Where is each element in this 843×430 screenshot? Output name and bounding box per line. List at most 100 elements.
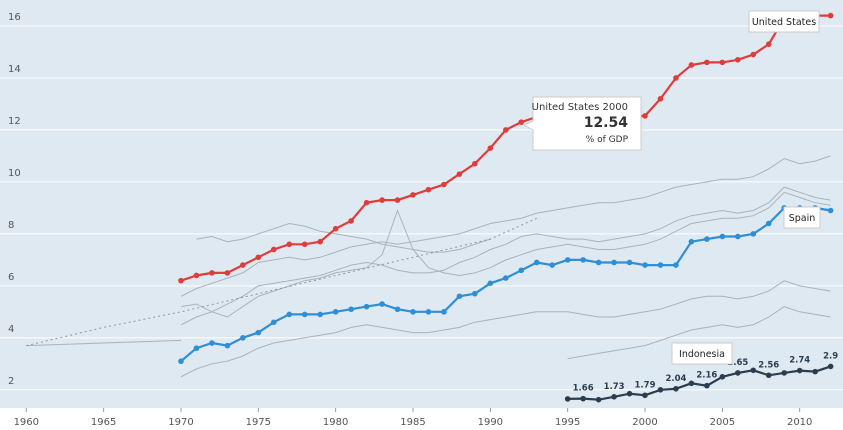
series-label-box xyxy=(748,10,820,33)
point xyxy=(827,12,834,19)
y-tick-label: 14 xyxy=(8,64,21,75)
series-label: Indonesia xyxy=(679,349,725,360)
series-label: United States xyxy=(752,17,816,28)
country-line xyxy=(567,306,831,360)
point xyxy=(270,246,277,253)
y-tick-label: 8 xyxy=(8,220,14,231)
point xyxy=(611,259,617,266)
x-tick-label: 2005 xyxy=(710,417,735,428)
value-label: 1.73 xyxy=(604,382,625,392)
country-line xyxy=(196,222,491,253)
point xyxy=(642,113,648,119)
value-label: 2.04 xyxy=(665,374,686,384)
point xyxy=(657,262,664,268)
point xyxy=(456,293,463,300)
point xyxy=(441,181,447,188)
country-line xyxy=(180,186,831,326)
point xyxy=(765,41,772,47)
point xyxy=(394,197,401,203)
point xyxy=(286,311,293,318)
point xyxy=(301,311,308,318)
point xyxy=(626,259,633,266)
point xyxy=(642,262,648,268)
point xyxy=(394,306,401,313)
point xyxy=(704,382,710,389)
x-tick-label: 2010 xyxy=(787,417,812,428)
series-label-box xyxy=(671,342,733,365)
point xyxy=(781,370,788,376)
country-line xyxy=(180,280,831,378)
point xyxy=(564,257,571,263)
value-label: 1.79 xyxy=(635,380,656,390)
plot-background xyxy=(0,0,843,408)
value-label: 2.74 xyxy=(789,356,810,366)
tooltip-value: 12.54 xyxy=(584,115,629,131)
point xyxy=(332,225,339,232)
point xyxy=(456,171,463,177)
x-tick-label: 1985 xyxy=(400,417,425,428)
tooltip-title: United States 2000 xyxy=(532,102,628,113)
point xyxy=(657,387,664,393)
point xyxy=(704,236,710,242)
point xyxy=(472,160,478,167)
y-tick-label: 10 xyxy=(8,168,21,179)
point xyxy=(827,363,834,370)
point xyxy=(379,301,385,307)
point xyxy=(704,59,710,66)
point xyxy=(750,367,757,374)
point xyxy=(209,270,215,276)
point xyxy=(673,75,679,81)
point xyxy=(518,119,525,125)
point xyxy=(735,370,741,376)
x-tick-label: 1960 xyxy=(14,417,39,428)
point xyxy=(425,186,432,193)
point xyxy=(611,394,617,400)
point xyxy=(827,207,834,214)
point xyxy=(719,374,726,380)
point xyxy=(518,267,525,274)
point xyxy=(363,199,370,206)
x-tick-label: 1965 xyxy=(91,417,116,428)
point xyxy=(193,345,200,352)
point xyxy=(255,329,262,336)
point xyxy=(673,262,679,268)
x-tick-label: 2000 xyxy=(632,417,657,428)
point xyxy=(487,145,494,151)
y-tick-label: 16 xyxy=(8,12,21,23)
point xyxy=(348,218,354,224)
point xyxy=(224,342,231,349)
point xyxy=(441,309,447,315)
point xyxy=(317,311,323,318)
point xyxy=(487,280,494,287)
point xyxy=(595,259,602,266)
point xyxy=(580,257,586,263)
y-tick-label: 12 xyxy=(8,116,21,127)
x-tick-label: 1990 xyxy=(478,417,503,428)
point xyxy=(240,262,246,268)
tooltip-box xyxy=(522,96,642,151)
point xyxy=(735,56,741,63)
point xyxy=(209,340,215,346)
country-line xyxy=(180,191,831,318)
point xyxy=(317,238,323,245)
x-tick-label: 1975 xyxy=(246,417,271,428)
point xyxy=(348,306,354,313)
point xyxy=(580,395,586,402)
y-tick-label: 6 xyxy=(8,272,14,283)
point xyxy=(178,358,184,365)
labels: 1.66 1.73 1.79 2.04 2.16 2.65 2.56 2.74 2.9 Unite… xyxy=(573,10,838,394)
x-tick-label: 1970 xyxy=(168,417,193,428)
point xyxy=(626,390,633,397)
grid: 2 4 6 8 10 12 14 16 1960 1965 1970 1975 1980 1985 1990… xyxy=(0,12,843,428)
point xyxy=(564,396,571,402)
value-label: 2.9 xyxy=(823,351,838,361)
point xyxy=(673,385,679,392)
point xyxy=(301,241,308,248)
point xyxy=(719,59,726,66)
tooltip-unit: % of GDP xyxy=(586,135,629,145)
point xyxy=(688,380,695,387)
series-label: Spain xyxy=(789,213,816,224)
point xyxy=(270,319,277,326)
point xyxy=(224,270,231,276)
point xyxy=(379,197,385,203)
